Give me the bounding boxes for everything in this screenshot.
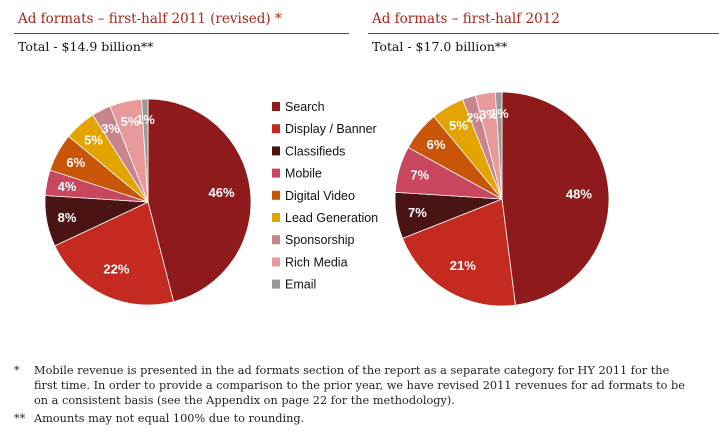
legend: Search Display / Banner Classifieds Mobile D… — [272, 100, 378, 292]
legend-label-display-banner: Display / Banner — [285, 122, 377, 136]
chart-total-2012: Total - $17.0 billion** — [372, 39, 508, 54]
pie-slice-2011-email — [141, 98, 149, 203]
title-rule-2011 — [14, 33, 349, 34]
pie-chart-2012: 48%21%7%7%6%5%2%3%1% — [394, 91, 610, 307]
legend-swatch-email — [272, 279, 280, 289]
legend-label-search: Search — [285, 100, 325, 114]
legend-label-classifieds: Classifieds — [285, 144, 345, 158]
pie-label-2011-display-banner: 22% — [103, 262, 129, 277]
pie-label-2012-mobile: 7% — [410, 168, 429, 183]
pie-label-2011-sponsorship: 3% — [101, 121, 120, 136]
footnote-1-mark: * — [14, 364, 20, 377]
pie-label-2012-classifieds: 7% — [408, 205, 427, 220]
footnote-2-text: Amounts may not equal 100% due to roundi… — [34, 412, 305, 425]
pie-slice-2012-search — [501, 91, 610, 306]
legend-swatch-sponsorship — [272, 235, 280, 245]
legend-label-lead-generation: Lead Generation — [285, 211, 378, 225]
pie-chart-2011: 46%22%8%4%6%5%3% 5%1% — [44, 98, 252, 306]
pie-label-2011-search: 46% — [209, 185, 235, 200]
chart-total-2011: Total - $14.9 billion** — [18, 39, 154, 54]
legend-swatch-lead-generation — [272, 213, 280, 222]
footnote-2-mark: ** — [14, 412, 26, 425]
chart-title-2011: Ad formats – first-half 2011 (revised) * — [18, 11, 282, 27]
pie-label-2011-mobile: 4% — [58, 179, 77, 194]
legend-label-rich-media: Rich Media — [285, 255, 348, 269]
pie-label-2011-digital-video: 6% — [66, 155, 85, 170]
pie-slice-2012-display-banner — [401, 198, 516, 307]
chart-title-2012: Ad formats – first-half 2012 — [372, 11, 560, 27]
pie-slice-2011-search — [147, 98, 252, 303]
legend-label-mobile: Mobile — [285, 167, 322, 181]
legend-label-digital-video: Digital Video — [285, 189, 355, 203]
pie-label-2012-rich-media: 3% — [479, 107, 498, 122]
pie-label-2011-classifieds: 8% — [58, 210, 77, 225]
pie-slice-2011-display-banner — [54, 201, 175, 306]
footnote-1: * Mobile revenue is presented in the ad … — [14, 363, 704, 411]
legend-swatch-classifieds — [272, 146, 280, 156]
pie-label-2011-rich-media: 5% — [121, 114, 140, 129]
legend-label-sponsorship: Sponsorship — [285, 233, 355, 247]
pie-label-2012-email: 1% — [490, 106, 509, 121]
pie-label-2012-display-banner: 21% — [450, 258, 476, 273]
footnote-1-text: Mobile revenue is presented in the ad fo… — [34, 364, 685, 407]
pie-label-2011-email: 1% — [136, 112, 155, 127]
legend-swatch-mobile — [272, 168, 280, 178]
pie-label-2011-lead-generation: 5% — [84, 133, 103, 148]
footnote-2: ** Amounts may not equal 100% due to rou… — [14, 411, 704, 427]
pie-label-2012-lead-generation: 5% — [449, 118, 468, 133]
title-rule-2012 — [368, 33, 719, 34]
legend-swatch-search — [272, 102, 280, 111]
pie-slice-2012-email — [494, 91, 503, 200]
pie-label-2012-digital-video: 6% — [427, 137, 446, 152]
legend-swatch-digital-video — [272, 190, 280, 200]
legend-label-email: Email — [285, 278, 316, 292]
legend-swatch-rich-media — [272, 257, 280, 267]
pie-label-2012-search: 48% — [566, 187, 592, 202]
legend-swatch-display-banner — [272, 124, 280, 134]
